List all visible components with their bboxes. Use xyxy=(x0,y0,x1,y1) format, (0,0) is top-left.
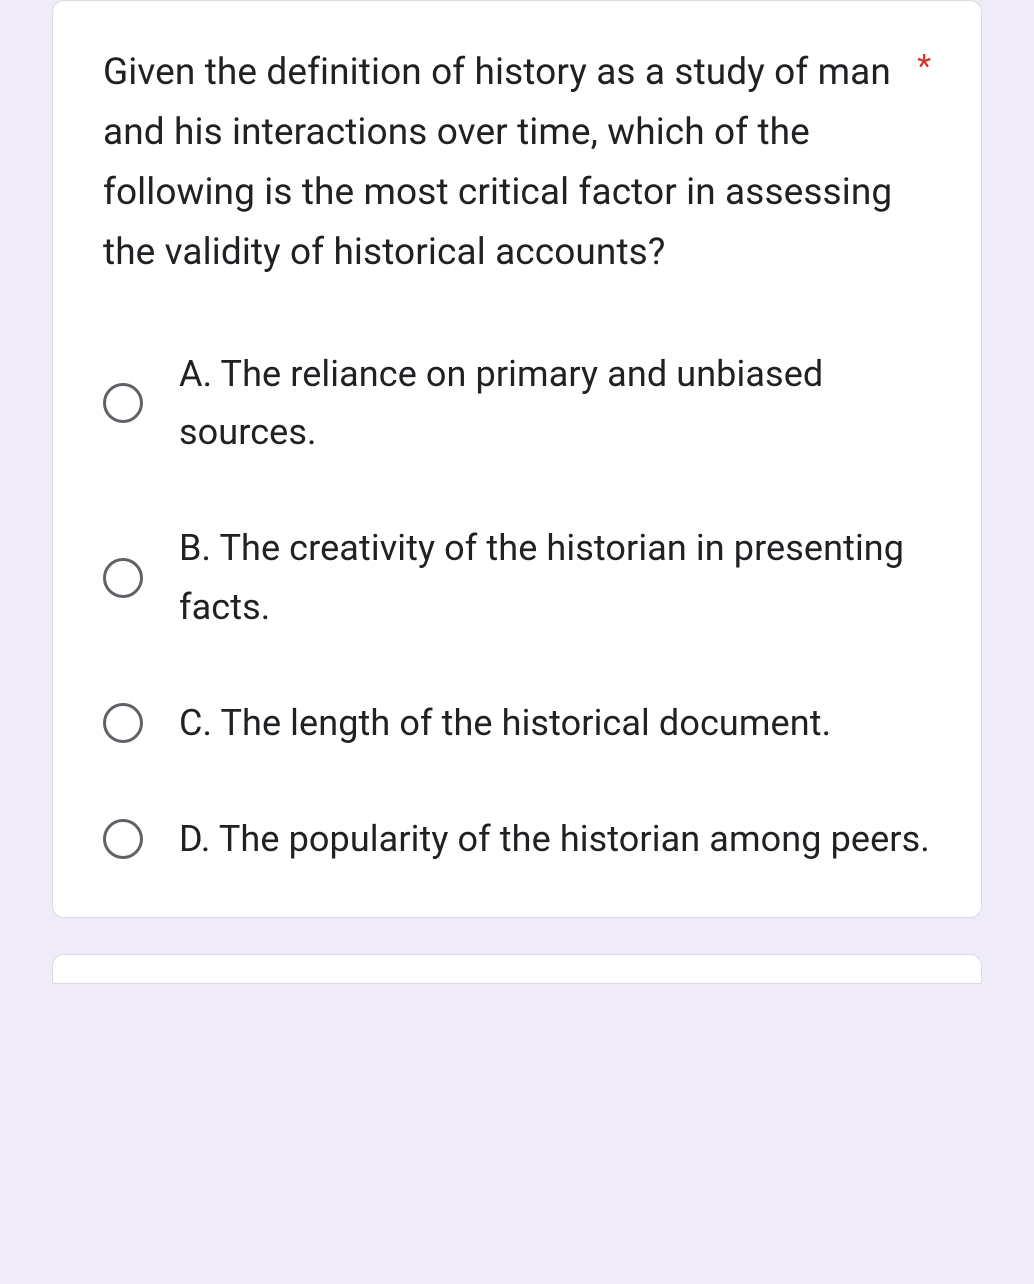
option-label: B. The creativity of the historian in pr… xyxy=(179,519,931,636)
option-label: A. The reliance on primary and unbiased … xyxy=(179,345,931,462)
question-header: Given the definition of history as a stu… xyxy=(103,43,931,283)
radio-icon[interactable] xyxy=(103,558,143,598)
radio-icon[interactable] xyxy=(103,703,143,743)
option-b[interactable]: B. The creativity of the historian in pr… xyxy=(103,519,931,636)
question-text: Given the definition of history as a stu… xyxy=(103,43,893,283)
option-d[interactable]: D. The popularity of the historian among… xyxy=(103,810,931,868)
option-c[interactable]: C. The length of the historical document… xyxy=(103,694,931,752)
required-asterisk-icon: * xyxy=(917,47,931,85)
radio-icon[interactable] xyxy=(103,819,143,859)
option-label: D. The popularity of the historian among… xyxy=(179,810,930,868)
question-card: Given the definition of history as a stu… xyxy=(52,0,982,918)
options-list: A. The reliance on primary and unbiased … xyxy=(103,345,931,869)
option-label: C. The length of the historical document… xyxy=(179,694,831,752)
radio-icon[interactable] xyxy=(103,383,143,423)
next-question-card xyxy=(52,954,982,984)
option-a[interactable]: A. The reliance on primary and unbiased … xyxy=(103,345,931,462)
